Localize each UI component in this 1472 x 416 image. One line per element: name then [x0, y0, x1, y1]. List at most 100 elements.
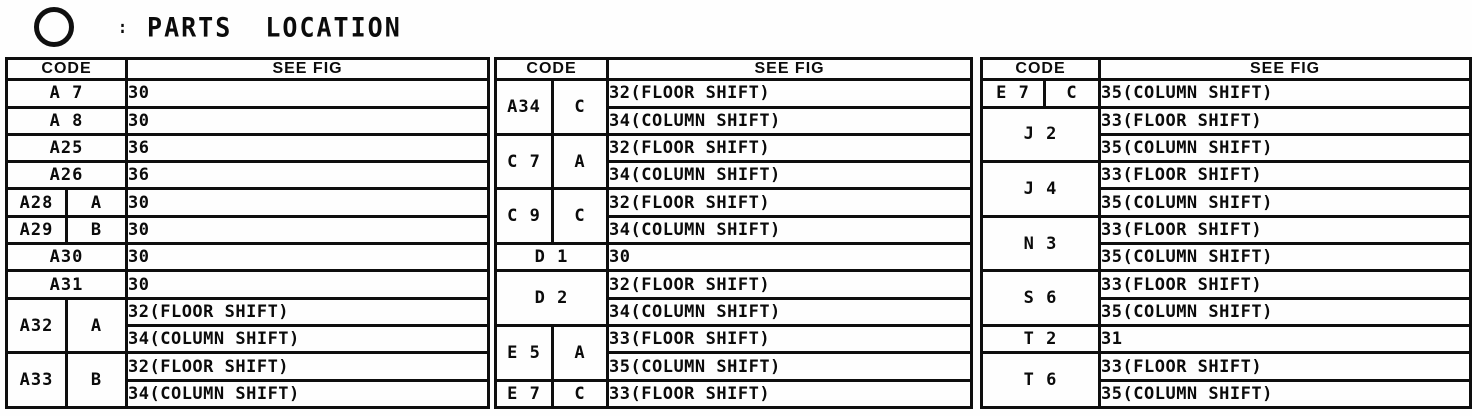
table-row: E 5 A 33(FLOOR SHIFT): [494, 324, 974, 382]
parts-table-left: CODE SEE FIG A 7 30 A 8 30 A25 36 A26 36…: [4, 56, 491, 410]
fig-cell: 32(FLOOR SHIFT): [125, 296, 491, 328]
fig-cell: 35(COLUMN SHIFT): [1098, 242, 1472, 273]
fig-cell: 34(COLUMN SHIFT): [125, 324, 491, 355]
table-row: 35(COLUMN SHIFT): [982, 187, 1472, 218]
fig-cell: 34(COLUMN SHIFT): [606, 105, 974, 136]
code-cell: A28: [5, 187, 68, 218]
table-row: 34(COLUMN SHIFT): [7, 324, 491, 355]
table-row: E 7 C 35(COLUMN SHIFT): [980, 78, 1472, 109]
fig-cell: 34(COLUMN SHIFT): [125, 378, 491, 410]
fig-cell: 35(COLUMN SHIFT): [1098, 78, 1472, 109]
fig-cell: 34(COLUMN SHIFT): [606, 160, 974, 191]
code-header: CODE: [980, 56, 1102, 82]
table-row: 34(COLUMN SHIFT): [7, 378, 491, 410]
fig-cell: 35(COLUMN SHIFT): [1098, 187, 1472, 218]
subcode-cell: C: [551, 78, 610, 136]
code-cell: S 6: [980, 269, 1102, 328]
fig-cell: 32(FLOOR SHIFT): [606, 132, 974, 164]
subcode-cell: A: [551, 132, 610, 191]
fig-cell: 36: [125, 160, 491, 191]
table-row: E 7 C 33(FLOOR SHIFT): [494, 378, 974, 410]
table-row: N 3 33(FLOOR SHIFT): [980, 214, 1472, 273]
table-row: A26 36: [4, 160, 491, 191]
page-title: PARTS LOCATION: [147, 11, 402, 43]
table-row: A25 36: [4, 132, 491, 164]
code-cell: C 9: [494, 187, 555, 246]
fig-cell: 36: [125, 132, 491, 164]
code-cell: J 4: [980, 160, 1102, 218]
fig-cell: 33(FLOOR SHIFT): [1098, 351, 1472, 382]
fig-cell: 34(COLUMN SHIFT): [606, 296, 974, 328]
table-row: A34 C 32(FLOOR SHIFT): [494, 78, 974, 136]
table-row: J 4 33(FLOOR SHIFT): [980, 160, 1472, 218]
table-row: A30 30: [4, 242, 491, 273]
table-row: A29 B 30: [5, 214, 491, 246]
subcode-cell: A: [551, 324, 610, 382]
subcode-cell: C: [1043, 78, 1102, 109]
parts-table-middle: CODE SEE FIG A34 C 32(FLOOR SHIFT) 34(CO…: [494, 56, 974, 410]
fig-cell: 35(COLUMN SHIFT): [1098, 378, 1472, 410]
code-header: CODE: [4, 56, 129, 82]
table-row: 35(COLUMN SHIFT): [982, 296, 1472, 328]
code-cell: A33: [5, 351, 68, 409]
subcode-cell: C: [551, 378, 610, 410]
table-row: 34(COLUMN SHIFT): [496, 296, 974, 328]
fig-cell: 30: [606, 242, 974, 273]
table-row: D 2 32(FLOOR SHIFT): [494, 269, 974, 328]
table-row: 34(COLUMN SHIFT): [496, 214, 974, 246]
fig-cell: 30: [125, 78, 491, 109]
code-cell: A26: [4, 160, 129, 191]
see-fig-header: SEE FIG: [1098, 56, 1472, 82]
code-cell: D 2: [494, 269, 610, 328]
parts-location-tables: CODE SEE FIG A 7 30 A 8 30 A25 36 A26 36…: [4, 56, 1472, 410]
code-cell: A25: [4, 132, 129, 164]
fig-cell: 31: [1098, 324, 1472, 355]
code-cell: A 7: [4, 78, 129, 109]
code-cell: A30: [4, 242, 129, 273]
table-row: T 2 31: [980, 324, 1472, 355]
see-fig-header: SEE FIG: [606, 56, 974, 82]
table-row: A 8 30: [4, 105, 491, 136]
fig-cell: 33(FLOOR SHIFT): [606, 324, 974, 355]
fig-cell: 32(FLOOR SHIFT): [125, 351, 491, 382]
table-row: 35(COLUMN SHIFT): [982, 132, 1472, 164]
fig-cell: 33(FLOOR SHIFT): [606, 378, 974, 410]
fig-cell: 33(FLOOR SHIFT): [1098, 214, 1472, 246]
code-cell: A 8: [4, 105, 129, 136]
code-cell: A29: [5, 214, 68, 246]
circle-icon: [34, 7, 74, 47]
fig-cell: 32(FLOOR SHIFT): [606, 269, 974, 300]
see-fig-header: SEE FIG: [125, 56, 491, 82]
code-cell: E 5: [494, 324, 555, 382]
fig-cell: 30: [125, 187, 491, 218]
subcode-cell: C: [551, 187, 610, 246]
table-row: A32 A 32(FLOOR SHIFT): [5, 296, 491, 355]
code-header: CODE: [494, 56, 610, 82]
code-cell: E 7: [494, 378, 555, 410]
table-row: 35(COLUMN SHIFT): [982, 378, 1472, 410]
fig-cell: 35(COLUMN SHIFT): [1098, 296, 1472, 328]
table-row: T 6 33(FLOOR SHIFT): [980, 351, 1472, 409]
code-cell: A32: [5, 296, 68, 355]
table-row: 34(COLUMN SHIFT): [496, 160, 974, 191]
table-row: C 9 C 32(FLOOR SHIFT): [494, 187, 974, 246]
fig-cell: 30: [125, 105, 491, 136]
fig-cell: 33(FLOOR SHIFT): [1098, 160, 1472, 191]
table-row: A31 30: [4, 269, 491, 300]
fig-cell: 35(COLUMN SHIFT): [1098, 132, 1472, 164]
table-row: 34(COLUMN SHIFT): [496, 105, 974, 136]
table-row: C 7 A 32(FLOOR SHIFT): [494, 132, 974, 191]
fig-cell: 32(FLOOR SHIFT): [606, 187, 974, 218]
subcode-cell: A: [64, 296, 129, 355]
parts-table-right: CODE SEE FIG E 7 C 35(COLUMN SHIFT) J 2 …: [980, 56, 1472, 410]
fig-cell: 32(FLOOR SHIFT): [606, 78, 974, 109]
code-cell: D 1: [494, 242, 610, 273]
table-row: 35(COLUMN SHIFT): [982, 242, 1472, 273]
table-row: A33 B 32(FLOOR SHIFT): [5, 351, 491, 409]
table-row: A 7 30: [4, 78, 491, 109]
table-row: D 1 30: [494, 242, 974, 273]
fig-cell: 33(FLOOR SHIFT): [1098, 105, 1472, 136]
table-row: S 6 33(FLOOR SHIFT): [980, 269, 1472, 328]
fig-cell: 33(FLOOR SHIFT): [1098, 269, 1472, 300]
